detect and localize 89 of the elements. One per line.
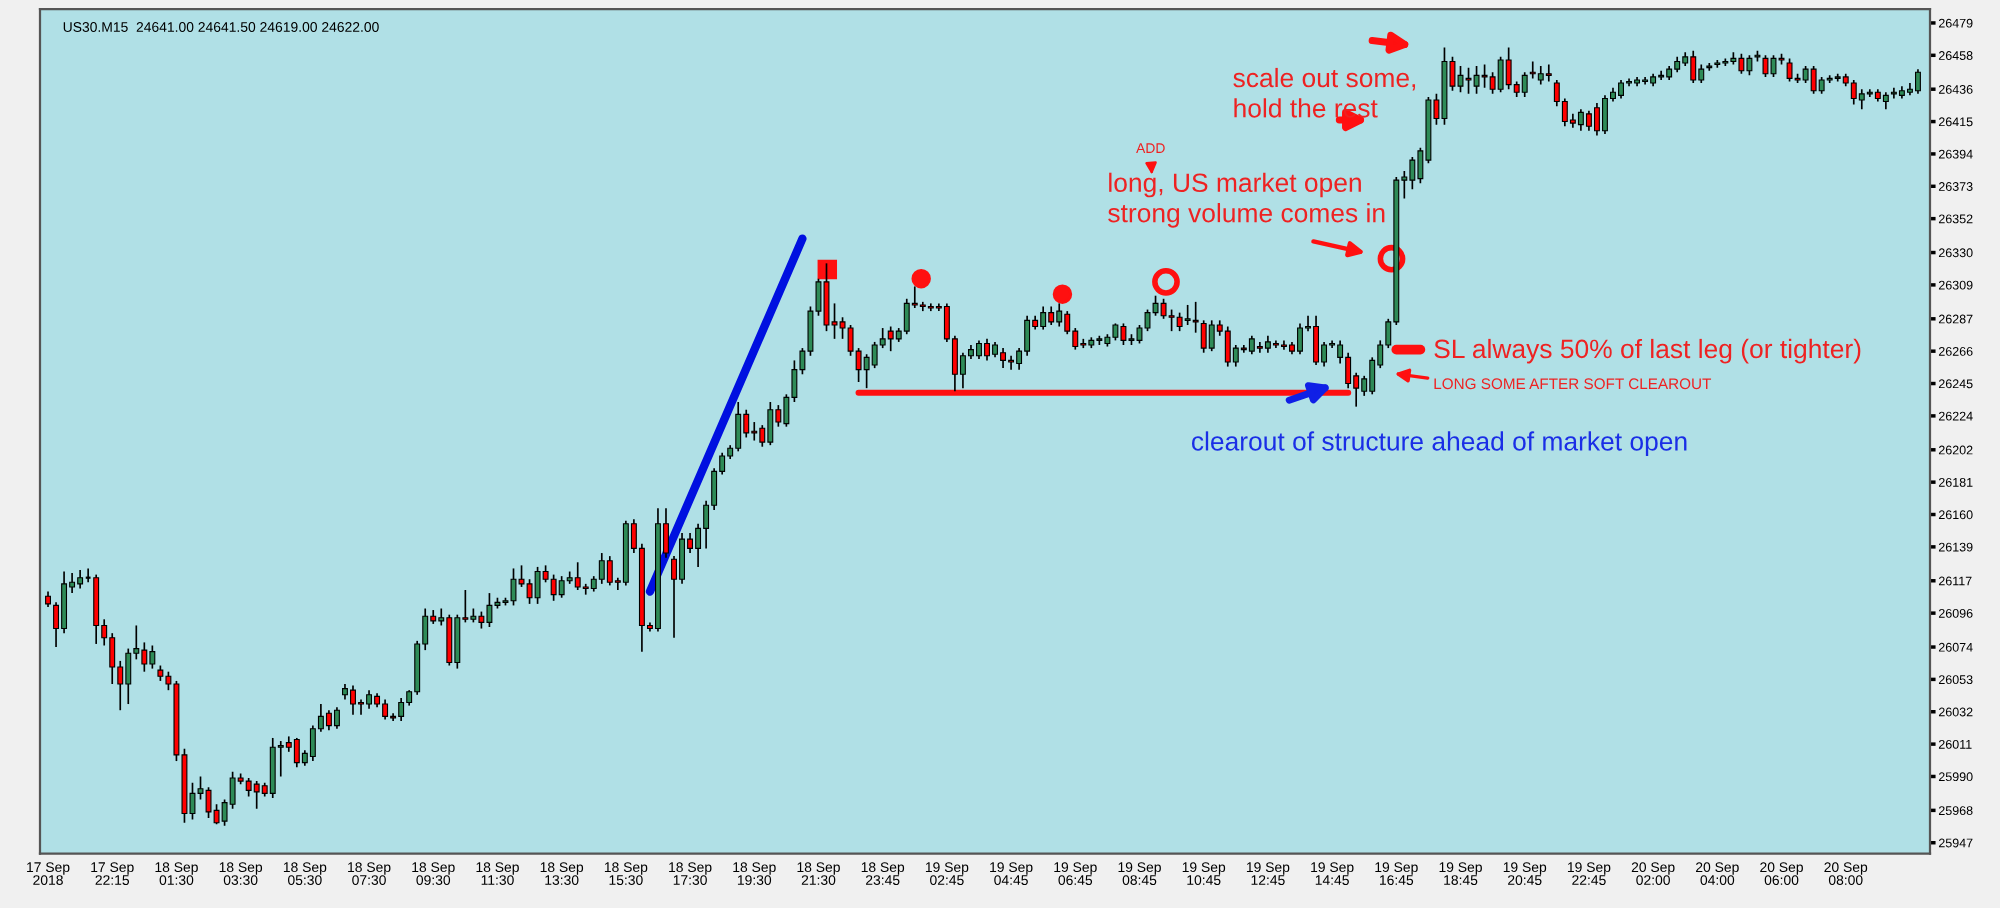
candlestick [1176,311,1183,332]
candlestick [1465,66,1472,95]
candlestick [598,552,605,585]
candlestick [93,573,100,645]
candlestick [510,567,517,607]
candlestick [1585,109,1592,132]
candlestick [125,647,132,705]
candlestick [1473,65,1480,95]
candlestick [446,613,453,667]
candlestick [1497,56,1504,94]
candlestick [679,532,686,585]
candlestick [574,561,581,591]
candlestick [149,644,156,670]
candlestick [1056,302,1063,328]
candlestick [1762,54,1769,78]
candlestick [1537,65,1544,86]
candlestick [109,632,116,685]
candlestick [245,777,252,798]
candlestick [1545,63,1552,83]
candlestick [606,555,613,587]
candlestick [1248,334,1255,356]
candlestick [1521,71,1528,98]
candlestick [1786,57,1793,83]
candlestick [1208,319,1215,353]
candlestick [293,737,300,769]
candlestick [1577,108,1584,132]
candlestick [1810,65,1817,95]
candlestick [325,709,332,732]
candlestick [205,786,212,819]
candlestick [1690,49,1697,84]
candlestick [823,262,830,332]
candlestick [253,780,260,810]
candlestick [1313,314,1320,366]
annotation: long, US market open strong volume comes in [1108,172,1385,228]
candlestick [887,325,894,353]
candlestick [1345,351,1352,389]
candlestick [550,573,557,602]
candlestick [398,697,405,722]
candlestick [1024,314,1031,357]
candlestick [309,724,316,762]
candlestick [61,570,68,634]
candlestick [1184,304,1191,326]
candlestick [1280,339,1287,351]
candlestick [358,698,364,716]
candlestick [1481,63,1488,89]
candlestick [1224,325,1231,368]
candlestick [1297,322,1303,356]
candlestick [1160,297,1167,320]
candlestick [486,592,493,628]
candlestick [871,341,878,369]
candlestick [366,689,373,710]
candlestick [1698,63,1705,84]
candlestick [1120,322,1127,346]
candlestick [1738,52,1745,75]
candlestick [77,569,84,590]
candlestick [1200,319,1207,354]
candlestick [1008,354,1015,371]
annotation: SL always 50% of last leg (or tighter) [1434,338,1861,364]
candlestick [984,338,990,362]
candlestick [1040,305,1047,331]
candlestick [976,339,982,360]
candlestick [333,706,340,730]
candlestick [1048,305,1055,326]
candlestick [1593,102,1600,137]
candlestick [1168,308,1175,332]
candlestick [1602,94,1608,135]
candlestick [534,566,541,605]
candlestick [382,698,389,721]
candlestick [141,641,148,673]
candlestick [350,684,356,716]
candlestick [1192,301,1199,334]
candlestick [269,737,276,799]
candlestick [1858,88,1865,111]
candlestick [1409,156,1416,191]
candlestick [558,575,565,599]
candlestick [1746,54,1753,77]
annotation: clearout of structure ahead of market open [1191,431,1687,456]
candlestick [454,613,461,670]
candlestick [1000,347,1007,369]
candlestick [903,297,910,336]
candlestick [735,401,742,453]
candlestick [1914,68,1921,95]
candlestick [1457,65,1464,94]
candlestick [767,401,774,447]
candlestick [1770,54,1777,78]
candlestick [1618,79,1624,100]
candlestick [1850,79,1857,106]
candlestick [526,578,533,605]
candlestick [1505,46,1512,91]
